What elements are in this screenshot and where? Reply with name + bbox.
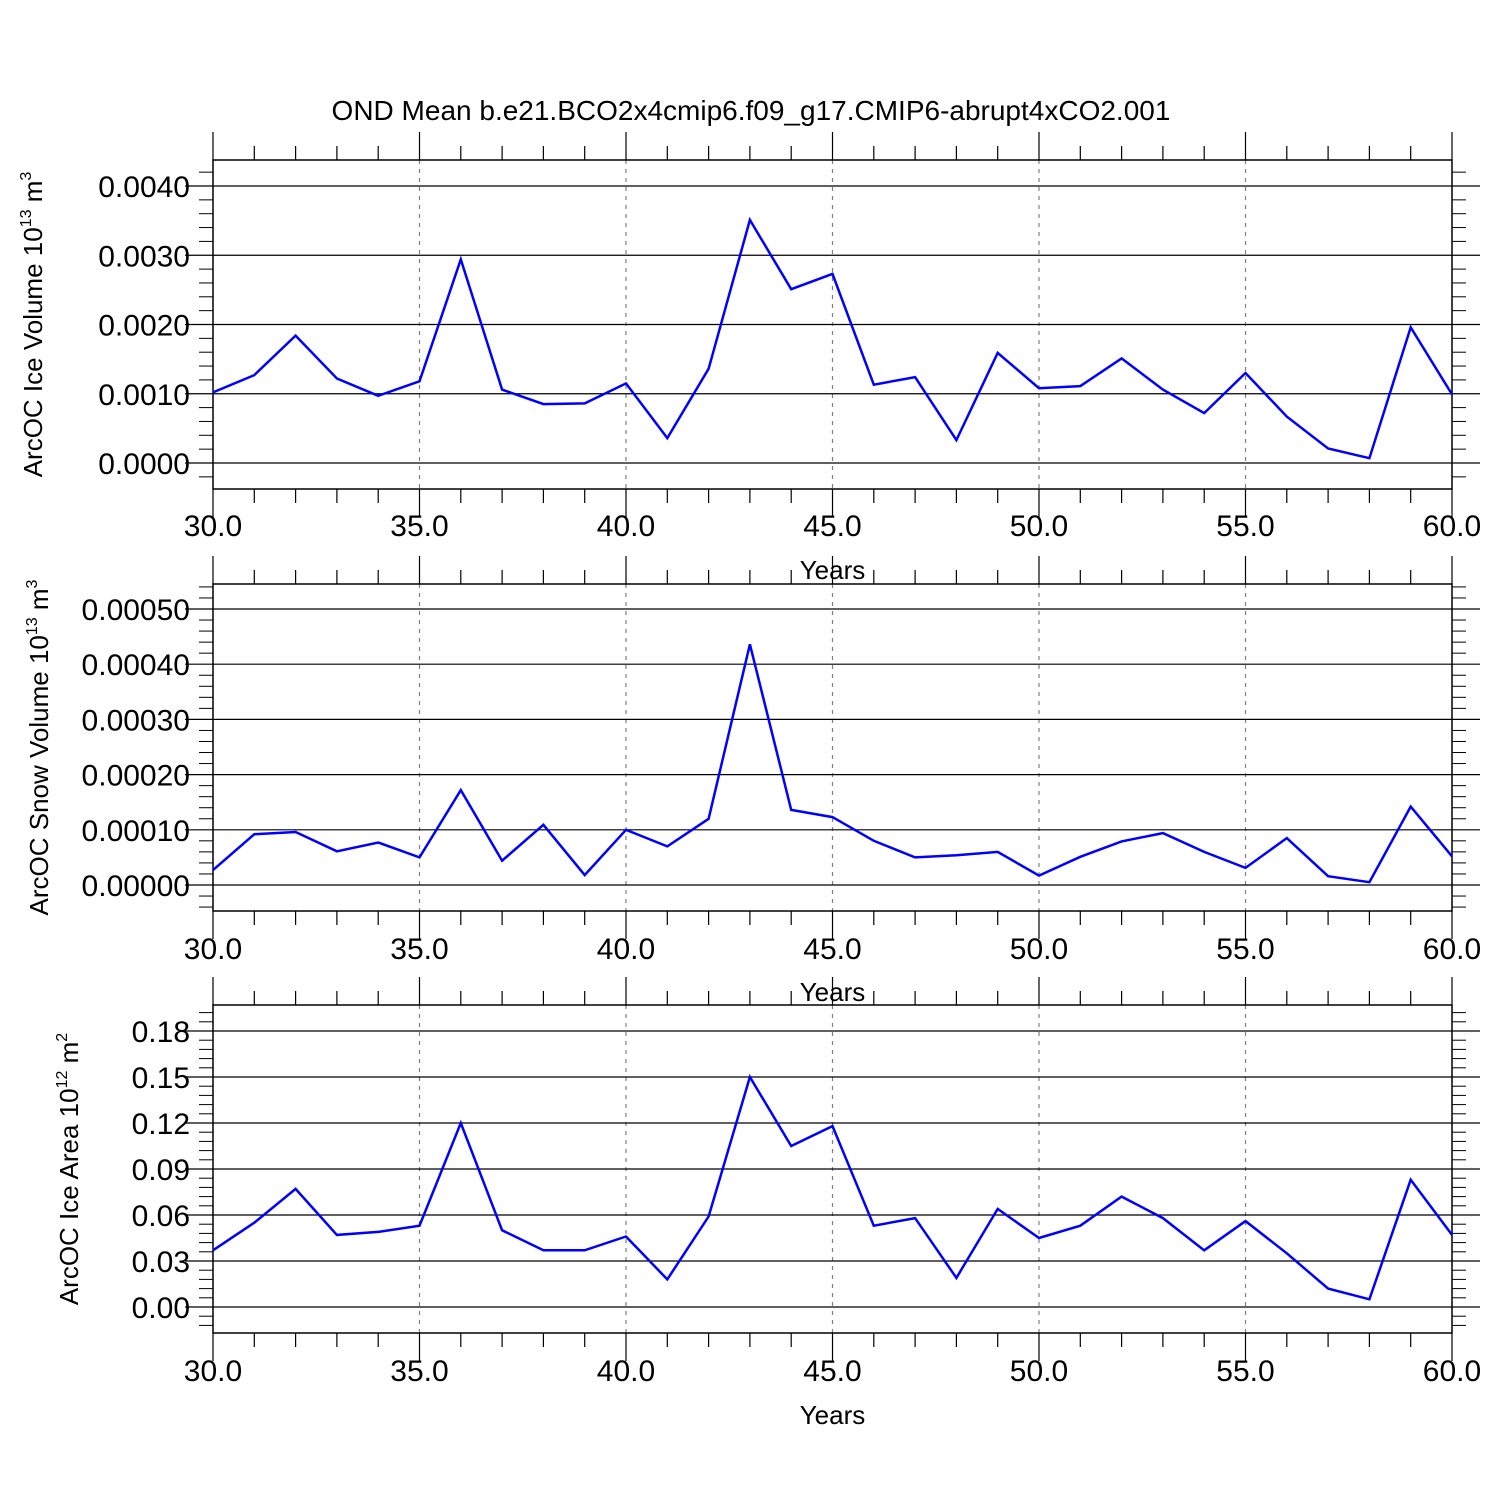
y-axis-title: ArcOC Ice Volume 1013 m3 — [18, 172, 48, 478]
chart-title: OND Mean b.e21.BCO2x4cmip6.f09_g17.CMIP6… — [332, 95, 1171, 126]
chart-panels: 0.0000 0.0010 0.0020 0.0030 0.0040 30.0 35.0 40… — [18, 132, 1481, 1430]
y-axis-title-exponent: 13 — [24, 617, 41, 635]
y-tick-label: 0.06 — [132, 1200, 190, 1233]
y-tick-label: 0.00010 — [82, 815, 190, 848]
x-tick-label: 60.0 — [1423, 933, 1481, 966]
y-axis-title-unit-exponent: 2 — [54, 1033, 71, 1042]
y-tick-label: 0.0010 — [98, 379, 190, 412]
y-axis-title-text: ArcOC Ice Volume 10 — [18, 227, 48, 477]
y-axis-title-text: ArcOC Snow Volume 10 — [24, 635, 54, 915]
y-tick-label: 0.12 — [132, 1108, 190, 1141]
x-tick-label: 45.0 — [803, 1355, 861, 1388]
y-tick-label: 0.00020 — [82, 760, 190, 793]
y-tick-label: 0.00 — [132, 1292, 190, 1325]
x-tick-label: 30.0 — [184, 510, 242, 543]
x-tick-label: 55.0 — [1216, 1355, 1274, 1388]
x-tick-label: 40.0 — [597, 510, 655, 543]
series-line — [212, 643, 1453, 884]
x-tick-label: 30.0 — [184, 933, 242, 966]
y-tick-label: 0.09 — [132, 1154, 190, 1187]
chart-panel-1: 0.0000 0.0010 0.0020 0.0030 0.0040 30.0 35.0 40… — [18, 132, 1481, 585]
x-tick-label: 45.0 — [803, 933, 861, 966]
series-line — [212, 216, 1454, 460]
x-tick-label: 50.0 — [1010, 1355, 1068, 1388]
y-axis-title: ArcOC Ice Area 1012 m2 — [54, 1033, 84, 1305]
y-axis-title-text: ArcOC Ice Area 10 — [54, 1088, 84, 1305]
x-tick-label: 50.0 — [1010, 510, 1068, 543]
x-tick-label: 40.0 — [597, 1355, 655, 1388]
x-tick-label: 35.0 — [390, 933, 448, 966]
y-axis-title-exponent: 12 — [54, 1071, 71, 1089]
y-tick-label: 0.15 — [132, 1062, 190, 1095]
y-tick-label: 0.0020 — [98, 310, 190, 343]
y-axis-title-unit: m — [54, 1042, 84, 1071]
y-axis-title-unit-exponent: 3 — [18, 172, 35, 181]
y-tick-label: 0.00040 — [82, 649, 190, 682]
y-tick-label: 0.0000 — [98, 448, 190, 481]
x-tick-label: 35.0 — [390, 1355, 448, 1388]
chart-panel-3: 0.00 0.03 0.06 0.09 0.12 0.15 0.18 30.0 35.0 40.0… — [54, 977, 1481, 1430]
y-axis-title: ArcOC Snow Volume 1013 m3 — [24, 579, 54, 915]
y-axis-title-unit-exponent: 3 — [24, 579, 41, 588]
y-tick-label: 0.18 — [132, 1016, 190, 1049]
y-tick-label: 0.00000 — [82, 870, 190, 903]
x-axis-title: Years — [800, 1400, 866, 1430]
x-tick-label: 45.0 — [803, 510, 861, 543]
chart-panel-2: 0.00000 0.00010 0.00020 0.00030 0.00040 0.000… — [24, 556, 1481, 1007]
y-tick-label: 0.00050 — [82, 594, 190, 627]
x-tick-label: 60.0 — [1423, 1355, 1481, 1388]
y-axis-title-unit: m — [18, 181, 48, 210]
y-tick-label: 0.0040 — [98, 171, 190, 204]
y-tick-label: 0.0030 — [98, 240, 190, 273]
x-tick-label: 35.0 — [390, 510, 448, 543]
y-axis-title-unit: m — [24, 588, 54, 617]
x-tick-label: 55.0 — [1216, 933, 1274, 966]
x-tick-label: 55.0 — [1216, 510, 1274, 543]
x-tick-label: 50.0 — [1010, 933, 1068, 966]
y-axis-title-exponent: 13 — [18, 209, 35, 227]
x-tick-label: 40.0 — [597, 933, 655, 966]
x-tick-label: 60.0 — [1423, 510, 1481, 543]
y-tick-label: 0.00030 — [82, 704, 190, 737]
x-tick-label: 30.0 — [184, 1355, 242, 1388]
series-line — [212, 1073, 1454, 1301]
y-tick-label: 0.03 — [132, 1246, 190, 1279]
